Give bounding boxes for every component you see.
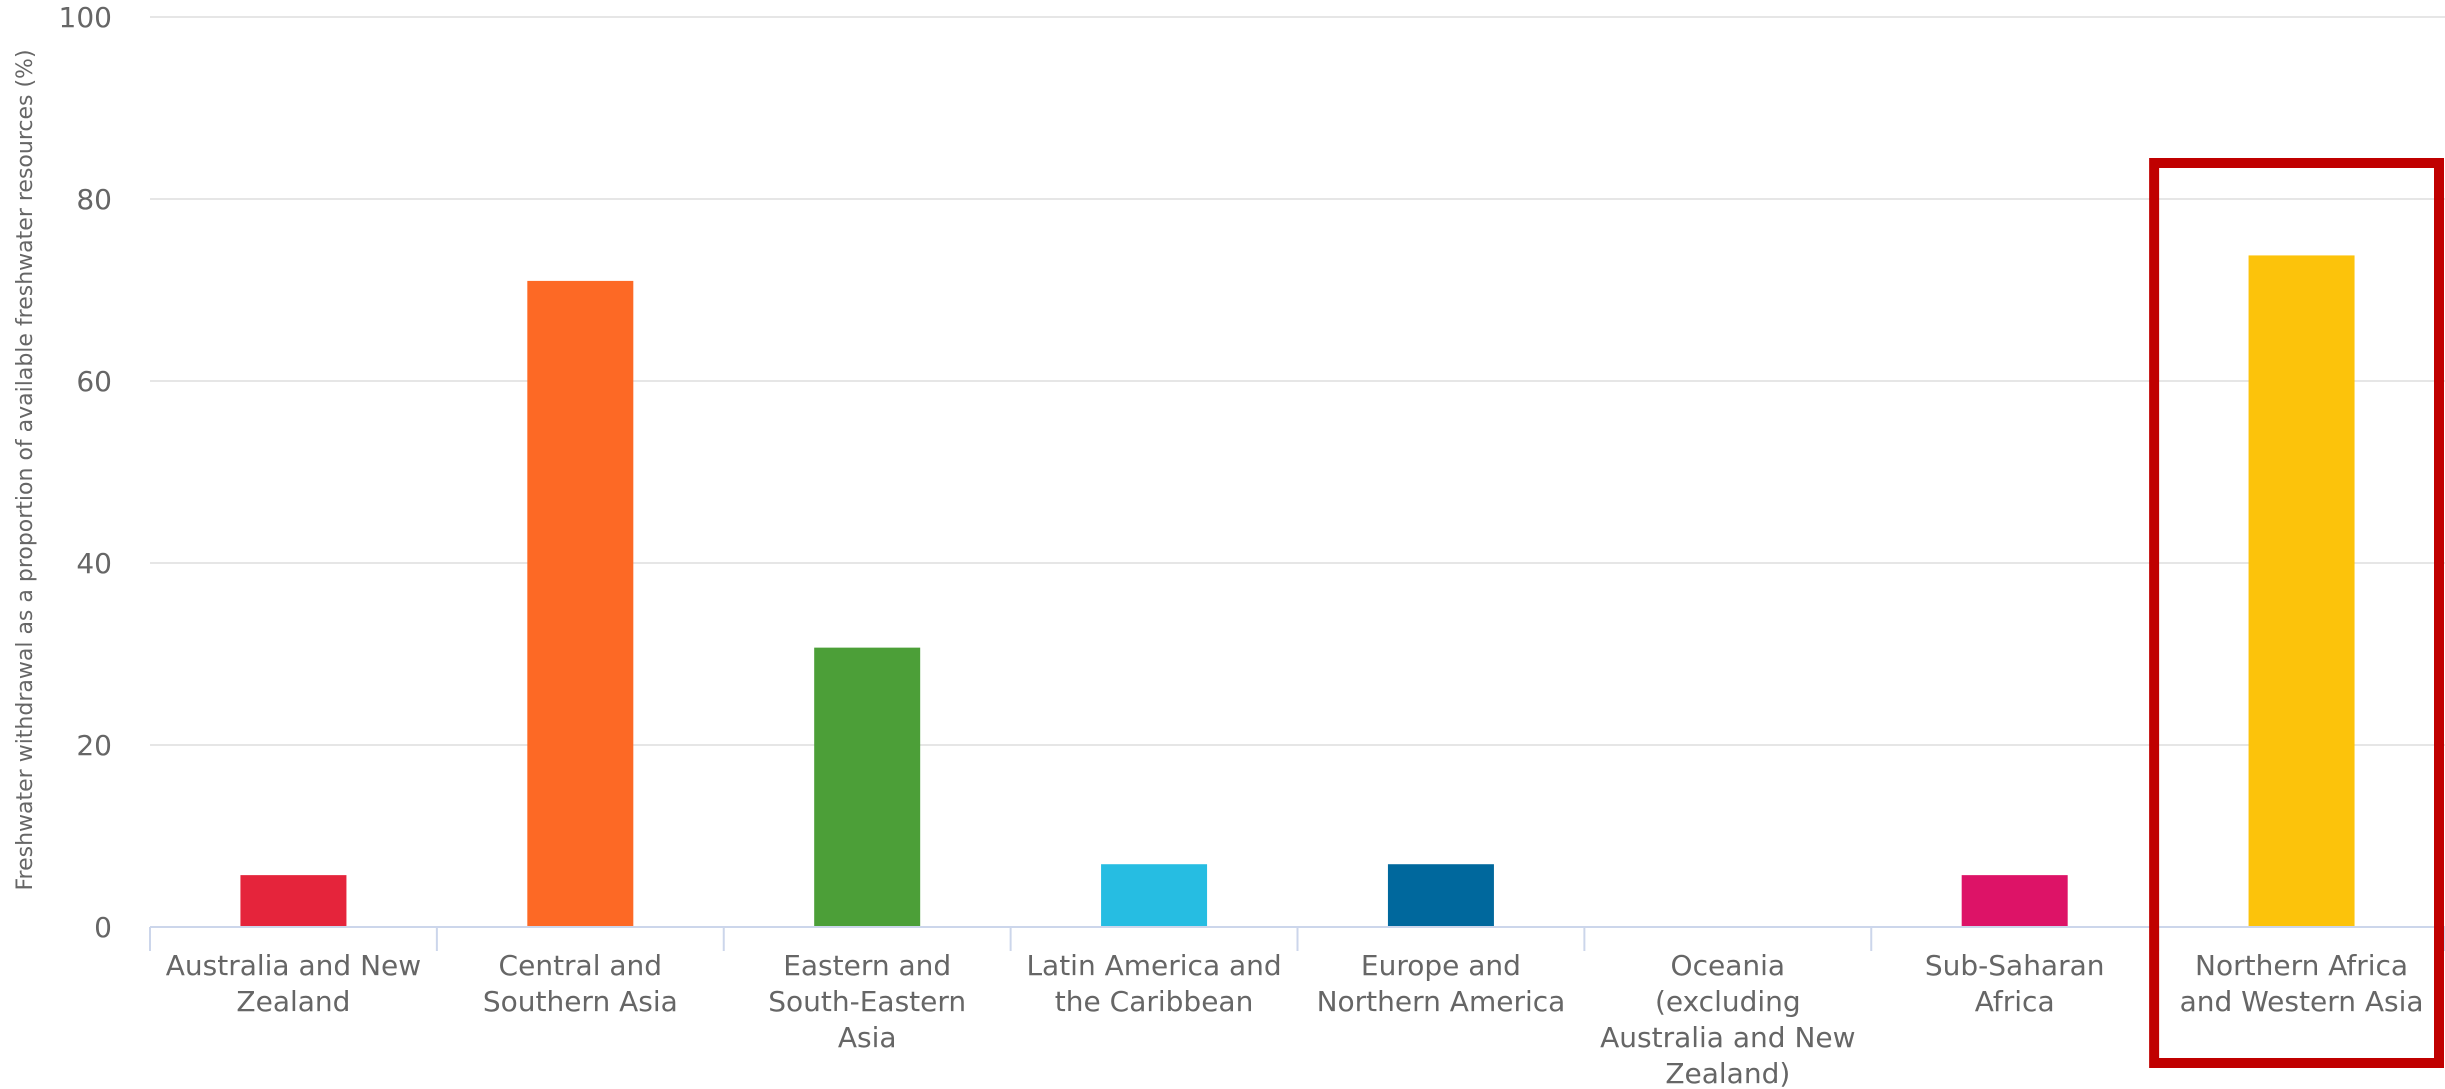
- category-label-line: Australia and New: [1600, 1021, 1855, 1054]
- category-label-line: Eastern and: [783, 949, 951, 982]
- category-label-line: Northern America: [1317, 985, 1566, 1018]
- bars: [240, 255, 2355, 928]
- highlight-rectangle: [2149, 158, 2444, 1068]
- category-label-line: Zealand: [236, 985, 350, 1018]
- bar[interactable]: [240, 875, 347, 927]
- category-label-line: Northern Africa: [2195, 949, 2408, 982]
- category-label-line: Central and: [499, 949, 663, 982]
- category-label: Latin America and the Caribbean: [1026, 949, 1281, 1018]
- y-tick-label: 20: [76, 729, 112, 762]
- category-label-line: Africa: [1975, 985, 2055, 1018]
- category-label-line: Australia and New: [166, 949, 421, 982]
- category-label-line: Asia: [838, 1021, 897, 1054]
- y-tick-label: 100: [59, 1, 112, 34]
- category-label-line: Europe and: [1361, 949, 1521, 982]
- category-label-line: South-Eastern: [768, 985, 966, 1018]
- category-label: Europe and Northern America: [1317, 949, 1566, 1018]
- category-label-line: Latin America and: [1026, 949, 1281, 982]
- bar[interactable]: [527, 280, 634, 927]
- category-label-line: and Western Asia: [2180, 985, 2424, 1018]
- bar[interactable]: [1387, 864, 1494, 927]
- category-label-line: Oceania: [1671, 949, 1786, 982]
- y-axis-title: Freshwater withdrawal as a proportion of…: [13, 49, 38, 890]
- y-tick-labels: 0 20 40 60 80 100: [59, 1, 112, 944]
- gridlines: [150, 16, 2445, 746]
- bar[interactable]: [2248, 255, 2355, 928]
- category-label: Australia and New Zealand: [166, 949, 421, 1018]
- bar[interactable]: [1101, 864, 1208, 927]
- axes: [149, 926, 2445, 951]
- bar[interactable]: [814, 647, 921, 927]
- y-tick-label: 60: [76, 365, 112, 398]
- category-label: Eastern and South-Eastern Asia: [768, 949, 966, 1054]
- category-label-line: Sub-Saharan: [1925, 949, 2105, 982]
- category-label-line: Southern Asia: [483, 985, 678, 1018]
- y-tick-label: 0: [94, 911, 112, 944]
- highlight-box: [2149, 158, 2444, 1068]
- category-label: Northern Africa and Western Asia: [2180, 949, 2424, 1018]
- category-label: Central and Southern Asia: [483, 949, 678, 1018]
- category-label-line: Zealand): [1665, 1057, 1790, 1089]
- category-label-line: (excluding: [1655, 985, 1801, 1018]
- category-label-line: the Caribbean: [1055, 985, 1254, 1018]
- y-tick-label: 80: [76, 183, 112, 216]
- category-label: Sub-Saharan Africa: [1925, 949, 2105, 1018]
- bar[interactable]: [1961, 875, 2068, 927]
- category-label: Oceania (excluding Australia and New Zealan…: [1600, 949, 1855, 1089]
- y-tick-label: 40: [76, 547, 112, 580]
